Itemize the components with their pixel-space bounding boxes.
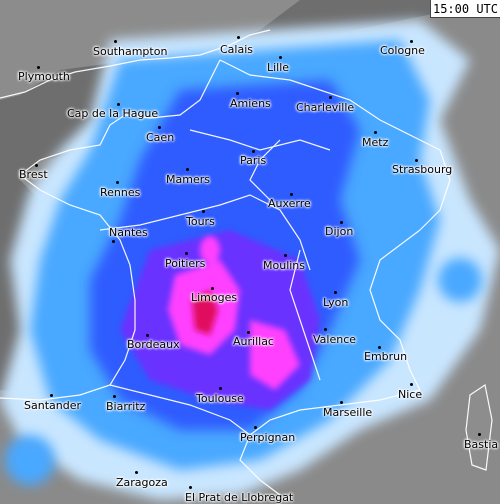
city-label-bordeaux: Bordeaux xyxy=(127,338,180,351)
precipitation-very-heavy xyxy=(168,236,300,390)
borders xyxy=(0,29,493,496)
city-label-metz: Metz xyxy=(362,136,389,149)
city-dot xyxy=(334,291,337,294)
city-dot xyxy=(219,387,222,390)
city-dot xyxy=(324,328,327,331)
city-label-santander: Santander xyxy=(24,399,81,412)
corsica-land xyxy=(466,385,492,470)
city-label-valence: Valence xyxy=(313,333,357,346)
city-label-mamers: Mamers xyxy=(166,173,210,186)
city-dot xyxy=(211,287,214,290)
city-label-marseille: Marseille xyxy=(323,406,373,419)
city-dot xyxy=(117,103,120,106)
city-dot xyxy=(252,150,255,153)
city-label-southampton: Southampton xyxy=(93,45,168,58)
city-dot xyxy=(186,168,189,171)
city-label-nice: Nice xyxy=(398,388,423,401)
city-dot xyxy=(135,471,138,474)
city-dot xyxy=(478,433,481,436)
city-label-poitiers: Poitiers xyxy=(165,257,206,270)
city-label-cologne: Cologne xyxy=(380,44,425,57)
city-label-embrun: Embrun xyxy=(364,350,408,363)
timestamp-label: 15:00 UTC xyxy=(430,0,500,18)
city-label-auxerre: Auxerre xyxy=(268,197,311,210)
city-dot xyxy=(185,252,188,255)
city-label-paris: Paris xyxy=(240,154,267,167)
city-dot xyxy=(146,334,149,337)
city-dot xyxy=(254,426,257,429)
city-label-biarritz: Biarritz xyxy=(106,400,146,413)
city-label-aurillac: Aurillac xyxy=(233,335,274,348)
city-label-perpignan: Perpignan xyxy=(240,431,296,444)
precipitation-intense xyxy=(192,290,218,335)
city-dot xyxy=(158,126,161,129)
city-dot xyxy=(415,159,418,162)
city-dot xyxy=(236,92,239,95)
city-dot xyxy=(202,210,205,213)
city-dot xyxy=(189,486,192,489)
city-dot xyxy=(329,96,332,99)
city-dot xyxy=(247,331,250,334)
city-dot xyxy=(50,394,53,397)
city-label-lyon: Lyon xyxy=(323,296,349,309)
city-dot xyxy=(35,164,38,167)
city-dot xyxy=(237,36,240,39)
city-dot xyxy=(113,395,116,398)
city-label-rennes: Rennes xyxy=(100,186,141,199)
city-label-nantes: Nantes xyxy=(109,226,148,239)
city-label-amiens: Amiens xyxy=(230,97,271,110)
city-dot xyxy=(378,346,381,349)
city-dot xyxy=(340,221,343,224)
city-dot xyxy=(410,383,413,386)
city-label-plymouth: Plymouth xyxy=(18,70,70,83)
city-label-toulouse: Toulouse xyxy=(196,392,244,405)
city-dot xyxy=(290,193,293,196)
city-dot xyxy=(284,254,287,257)
city-label-strasbourg: Strasbourg xyxy=(392,163,453,176)
city-label-brest: Brest xyxy=(19,168,48,181)
city-label-limoges: Limoges xyxy=(191,291,238,304)
city-dot xyxy=(116,181,119,184)
city-label-charleville: Charleville xyxy=(296,101,355,114)
city-dot xyxy=(340,401,343,404)
city-label-dijon: Dijon xyxy=(325,225,354,238)
city-dot xyxy=(114,40,117,43)
city-dot xyxy=(374,131,377,134)
city-dot xyxy=(279,56,282,59)
city-label-zaragoza: Zaragoza xyxy=(116,476,168,489)
city-dot xyxy=(410,40,413,43)
city-label-cap-de-la-hague: Cap de la Hague xyxy=(67,107,159,120)
city-dot xyxy=(37,66,40,69)
city-label-lille: Lille xyxy=(267,61,290,74)
city-label-el-prat-de-llobregat: El Prat de Llobregat xyxy=(185,491,294,504)
city-label-calais: Calais xyxy=(220,43,254,56)
city-label-moulins: Moulins xyxy=(263,259,306,272)
city-label-bastia: Bastia xyxy=(464,438,499,451)
city-label-caen: Caen xyxy=(146,131,175,144)
city-dot xyxy=(112,240,115,243)
city-label-tours: Tours xyxy=(186,215,215,228)
